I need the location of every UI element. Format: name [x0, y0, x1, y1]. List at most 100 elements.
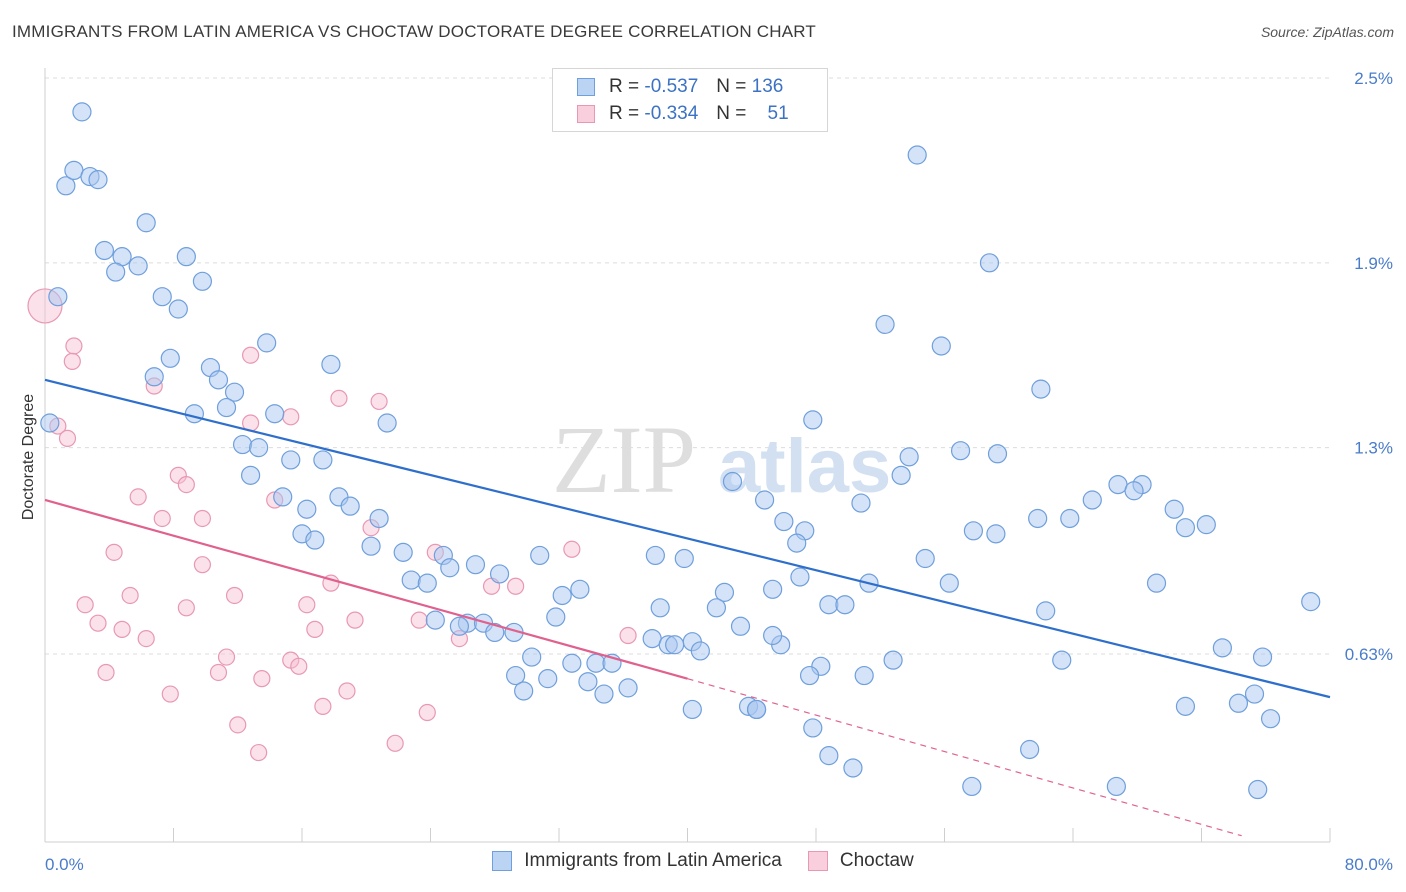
latin-america-point	[168, 299, 188, 319]
latin-america-point	[787, 533, 807, 553]
latin-america-point	[94, 240, 115, 261]
latin-america-point	[690, 641, 710, 661]
latin-america-point	[48, 287, 68, 307]
latin-america-point	[674, 548, 694, 569]
latin-america-point	[899, 447, 919, 467]
latin-america-point	[257, 333, 277, 353]
legend-row-choctaw: R = -0.334 N = 51	[577, 102, 789, 126]
legend-r-value: -0.537	[644, 76, 699, 97]
latin-america-point	[570, 579, 590, 599]
latin-america-point	[1020, 739, 1040, 760]
latin-america-point	[136, 213, 156, 233]
latin-america-point	[176, 247, 196, 267]
latin-america-point	[1301, 592, 1321, 612]
latin-america-point	[722, 471, 743, 492]
latin-america-point	[642, 628, 662, 649]
legend-label-choctaw: Choctaw	[839, 850, 914, 871]
latin-america-point	[1082, 490, 1102, 510]
latin-america-point	[1260, 709, 1281, 729]
latin-america-point	[321, 354, 341, 375]
y-tick-label: 1.3%	[1354, 439, 1393, 458]
choctaw-point	[507, 577, 525, 595]
choctaw-point	[386, 734, 404, 752]
latin-america-point	[763, 579, 783, 599]
latin-america-point	[950, 441, 971, 461]
choctaw-point	[105, 543, 123, 561]
latin-america-point	[746, 699, 767, 720]
latin-america-point	[586, 653, 606, 673]
latin-america-point	[987, 444, 1008, 464]
latin-america-point	[216, 397, 237, 418]
latin-america-point	[546, 607, 566, 627]
legend-n-label: N =	[716, 103, 747, 124]
tick-labels: 0.63% 1.3% 1.9% 2.5% 0.0% 80.0%	[45, 69, 1393, 874]
latin-america-point	[465, 555, 486, 575]
latin-america-point	[224, 382, 245, 402]
latin-america-trend-line	[44, 378, 1331, 699]
choctaw-point	[161, 685, 179, 703]
legend-swatch-blue	[492, 851, 513, 871]
choctaw-point	[282, 408, 300, 426]
chart-title: IMMIGRANTS FROM LATIN AMERICA VS CHOCTAW…	[12, 22, 816, 41]
latin-america-point	[313, 450, 333, 470]
latin-america-point	[799, 665, 820, 686]
choctaw-point	[619, 626, 637, 645]
grid-lines	[45, 77, 1330, 655]
latin-america-point	[297, 499, 317, 519]
latin-america-point	[754, 490, 775, 510]
choctaw-point	[338, 682, 356, 700]
latin-america-point	[883, 650, 903, 670]
latin-america-point	[931, 336, 951, 356]
latin-america-point	[249, 438, 269, 458]
source-label: Source: ZipAtlas.com	[1260, 24, 1394, 40]
latin-america-point	[305, 530, 325, 550]
choctaw-point	[129, 488, 147, 506]
latin-america-point	[1252, 647, 1273, 667]
latin-america-point	[265, 404, 285, 424]
latin-america-point	[939, 573, 959, 593]
latin-america-point	[706, 598, 727, 618]
choctaw-point	[63, 352, 81, 370]
latin-america-point	[1108, 474, 1128, 495]
latin-america-point	[417, 573, 437, 593]
latin-america-point	[160, 348, 180, 368]
choctaw-point	[563, 540, 581, 558]
latin-america-point	[963, 521, 984, 541]
y-tick-label: 0.63%	[1345, 645, 1393, 664]
legend-item-latin-america[interactable]: Immigrants from Latin America	[492, 850, 782, 872]
legend-swatch-pink	[577, 105, 595, 123]
latin-america-point	[184, 404, 204, 424]
latin-america-point	[152, 287, 172, 307]
latin-america-point	[340, 496, 360, 516]
choctaw-point	[242, 346, 260, 364]
latin-america-point	[369, 508, 389, 529]
choctaw-point	[370, 392, 388, 411]
choctaw-point	[97, 663, 115, 682]
choctaw-point	[298, 596, 316, 614]
latin-america-point	[803, 410, 823, 430]
latin-america-point	[552, 585, 572, 606]
latin-america-point	[819, 746, 839, 766]
latin-america-point	[208, 370, 229, 390]
latin-america-point	[232, 434, 253, 455]
choctaw-trend-line	[44, 498, 688, 680]
latin-america-point	[962, 776, 982, 797]
latin-america-point	[803, 718, 823, 738]
latin-america-point	[618, 678, 638, 698]
legend-n-label: N =	[716, 76, 747, 97]
legend-label-latin-america: Immigrants from Latin America	[524, 850, 782, 871]
choctaw-point	[410, 611, 428, 629]
choctaw-point	[113, 620, 131, 638]
latin-america-point	[1031, 379, 1051, 399]
latin-america-point	[891, 465, 911, 485]
latin-america-point	[986, 524, 1006, 544]
latin-america-point	[819, 595, 839, 615]
legend-item-choctaw[interactable]: Choctaw	[807, 850, 914, 872]
latin-america-point	[1228, 693, 1249, 713]
latin-america-point	[594, 684, 614, 704]
choctaw-point	[250, 743, 268, 762]
legend-r-value: -0.334	[644, 103, 699, 124]
choctaw-point	[330, 389, 348, 407]
latin-america-point	[1175, 518, 1196, 538]
